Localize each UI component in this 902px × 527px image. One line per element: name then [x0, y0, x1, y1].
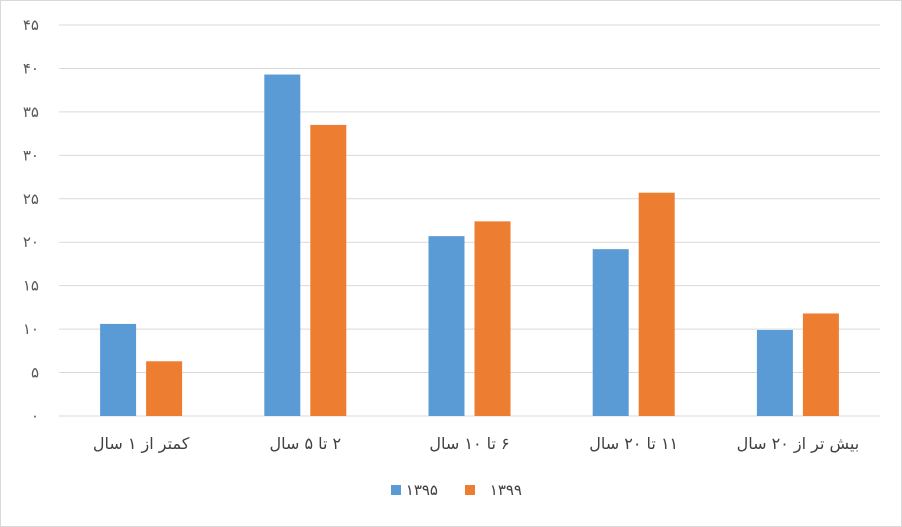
legend-label: ۱۳۹۹ — [490, 481, 522, 499]
y-tick-label: ۲۵ — [23, 190, 39, 208]
bar — [638, 192, 675, 416]
legend-swatch — [391, 485, 401, 495]
x-category-label: بیش تر از ۲۰ سال — [737, 434, 860, 454]
x-category-label: ۱۱ تا ۲۰ سال — [589, 434, 678, 453]
y-tick-label: ۴۰ — [23, 59, 39, 77]
legend: ۱۳۹۵ ۱۳۹۹ — [391, 481, 522, 499]
bar — [756, 329, 793, 416]
y-tick-label: ۰ — [31, 407, 39, 425]
y-tick-label: ۱۰ — [23, 320, 39, 338]
x-category-label: کمتر از ۱ سال — [93, 434, 190, 454]
y-axis-ticks: ۰ ۵ ۱۰ ۱۵ ۲۰ ۲۵ ۳۰ ۳۵ ۴۰ ۴۵ — [23, 16, 39, 425]
bar — [146, 361, 183, 416]
legend-swatch — [465, 485, 475, 495]
bar — [310, 124, 347, 416]
x-category-label: ۲ تا ۵ سال — [269, 434, 341, 453]
y-tick-label: ۳۵ — [23, 103, 39, 121]
x-category-label: ۶ تا ۱۰ سال — [429, 434, 509, 453]
bar — [264, 74, 301, 416]
y-tick-label: ۲۰ — [23, 233, 39, 251]
legend-label: ۱۳۹۵ — [406, 481, 438, 499]
y-tick-label: ۵ — [31, 364, 39, 382]
bar — [428, 236, 465, 416]
bar — [592, 249, 629, 416]
bar — [802, 313, 839, 416]
gridlines — [59, 24, 880, 417]
y-tick-label: ۳۰ — [23, 146, 39, 164]
bar — [100, 323, 137, 416]
bar — [474, 221, 511, 416]
x-axis-categories: کمتر از ۱ سال ۲ تا ۵ سال ۶ تا ۱۰ سال ۱۱ تا … — [93, 434, 859, 454]
y-tick-label: ۴۵ — [23, 16, 39, 34]
bars — [100, 74, 839, 416]
y-tick-label: ۱۵ — [23, 277, 39, 295]
